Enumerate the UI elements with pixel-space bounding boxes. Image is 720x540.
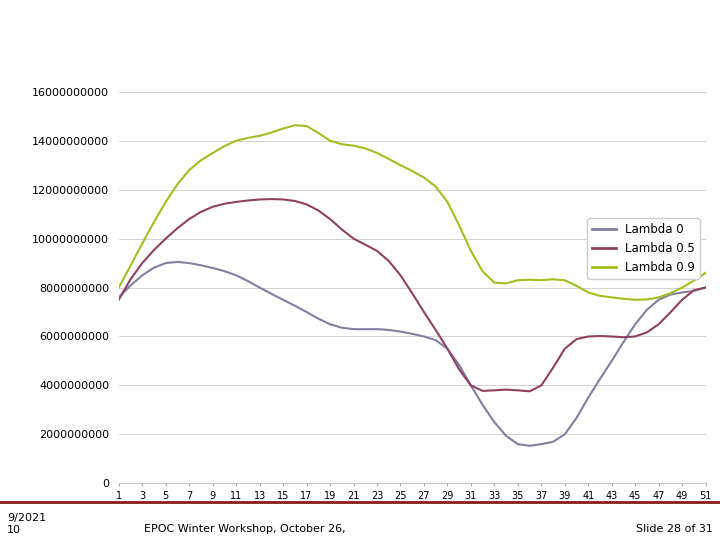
- Text: Average 2006 storage trajectories minimizing (1-λ)E[Z]+λCVar(Z): Average 2006 storage trajectories minimi…: [6, 56, 509, 71]
- Text: Slide 28 of 31: Slide 28 of 31: [636, 523, 713, 534]
- Lambda 0.9: [549, 276, 557, 282]
- Lambda 0: [256, 284, 264, 291]
- Lambda 0: [513, 441, 522, 447]
- Lambda 0.5: [701, 284, 710, 291]
- Lambda 0: [302, 309, 311, 315]
- Lambda 0.9: [314, 130, 323, 136]
- Lambda 0.5: [314, 207, 323, 214]
- Lambda 0.5: [513, 387, 522, 394]
- Lambda 0.9: [631, 296, 639, 303]
- Lambda 0.9: [690, 278, 698, 284]
- Lambda 0.5: [525, 388, 534, 395]
- Lambda 0: [314, 315, 323, 322]
- Line: Lambda 0.5: Lambda 0.5: [119, 199, 706, 392]
- Lambda 0.9: [243, 134, 252, 141]
- Lambda 0.5: [560, 346, 569, 352]
- Lambda 0.5: [114, 296, 123, 303]
- Lambda 0: [525, 443, 534, 449]
- Text: 9/2021
10: 9/2021 10: [7, 513, 46, 535]
- Lambda 0: [174, 259, 181, 265]
- Lambda 0.5: [302, 201, 311, 207]
- Lambda 0.9: [513, 277, 522, 284]
- Lambda 0.5: [690, 287, 698, 294]
- Lambda 0.9: [302, 123, 311, 129]
- Legend: Lambda 0, Lambda 0.5, Lambda 0.9: Lambda 0, Lambda 0.5, Lambda 0.9: [588, 218, 700, 279]
- Lambda 0.9: [114, 284, 123, 291]
- Lambda 0.5: [267, 196, 276, 202]
- Lambda 0.9: [701, 269, 710, 276]
- Lambda 0: [701, 284, 710, 291]
- Text: EPOC Winter Workshop, October 26,: EPOC Winter Workshop, October 26,: [144, 523, 346, 534]
- Line: Lambda 0.9: Lambda 0.9: [119, 125, 706, 300]
- Lambda 0: [690, 288, 698, 294]
- Text: A risk-averse central planner: A risk-averse central planner: [6, 9, 462, 37]
- Lambda 0: [560, 431, 569, 437]
- Lambda 0.5: [243, 197, 252, 204]
- Line: Lambda 0: Lambda 0: [119, 262, 706, 446]
- Lambda 0.9: [290, 122, 300, 129]
- Lambda 0: [114, 294, 123, 301]
